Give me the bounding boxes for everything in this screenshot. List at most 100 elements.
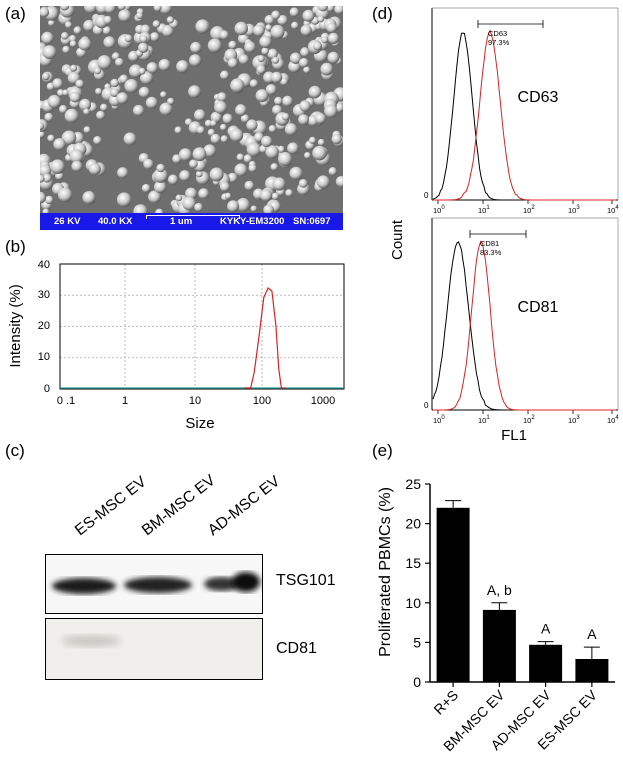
- sem-particle: [133, 204, 148, 213]
- sem-particle: [102, 26, 111, 35]
- sem-particle: [178, 148, 192, 162]
- dls-ytick-40: 40: [38, 259, 50, 271]
- sem-particle: [265, 145, 279, 159]
- sem-particle: [234, 21, 249, 36]
- sem-particle: [139, 35, 148, 43]
- sem-particle: [235, 104, 247, 116]
- sem-particle: [155, 208, 164, 213]
- sem-particle: [327, 32, 340, 44]
- sem-particle: [267, 48, 278, 60]
- flow-xtick-label: 102: [523, 415, 535, 425]
- sem-particle: [100, 103, 108, 112]
- bar-ytick-label: 5: [413, 634, 421, 650]
- sem-particle: [124, 34, 133, 43]
- sem-particle: [70, 64, 78, 72]
- flow-stained-curve: [433, 240, 616, 411]
- sem-particle: [195, 19, 210, 34]
- sem-particle: [112, 52, 120, 61]
- sem-particle: [224, 192, 232, 200]
- sem-particle: [270, 24, 285, 39]
- sem-particle: [161, 24, 174, 37]
- sem-particle: [73, 26, 82, 35]
- sem-particle: [185, 187, 198, 200]
- flow-gate-value: 97.3%: [488, 38, 510, 47]
- sem-particle: [289, 7, 299, 17]
- bar-ytick-label: 20: [405, 516, 421, 532]
- blot-tsg101: [45, 554, 263, 614]
- dls-xtick-1: 1: [122, 395, 128, 407]
- sem-particle: [40, 130, 45, 138]
- sem-particle: [83, 19, 95, 32]
- flow-xtick-label: 103: [568, 205, 580, 215]
- sem-particle: [64, 108, 79, 123]
- sem-particle: [115, 57, 124, 67]
- sem-particle: [282, 95, 293, 107]
- dls-ytick-20: 20: [38, 320, 50, 332]
- sem-particle: [57, 89, 65, 97]
- lane-label-es: ES-MSC EV: [71, 473, 150, 540]
- sem-particle: [97, 55, 112, 70]
- sem-particle: [96, 110, 106, 120]
- sem-particle: [195, 170, 203, 178]
- sem-particle: [243, 154, 253, 163]
- sem-particle: [42, 173, 52, 183]
- sem-magnification: 40.0 KX: [98, 216, 133, 227]
- sem-particle: [129, 64, 143, 78]
- sem-particle: [236, 153, 244, 161]
- sem-particle: [331, 133, 342, 145]
- sem-particle: [110, 88, 119, 97]
- sem-particle: [118, 9, 132, 22]
- sem-particle: [316, 175, 330, 189]
- sem-particle: [78, 37, 92, 51]
- sem-particle: [194, 202, 203, 212]
- sem-particle: [248, 164, 257, 173]
- sem-particle: [79, 98, 92, 111]
- sem-particle: [244, 180, 255, 191]
- marker-label-tsg101: TSG101: [276, 572, 336, 589]
- sem-instrument: KYKY-EM3200: [220, 216, 285, 227]
- sem-particle: [277, 145, 285, 153]
- bar-ytick-label: 0: [413, 674, 421, 690]
- sem-particle: [256, 64, 266, 75]
- sem-particle: [156, 163, 165, 173]
- blot-cd81: [45, 618, 263, 680]
- sem-particle: [259, 145, 267, 153]
- sem-particle: [40, 174, 45, 183]
- flow-gate-label: CD81: [480, 239, 499, 248]
- sem-particle: [119, 74, 129, 84]
- sem-particle: [308, 136, 317, 144]
- sem-particle: [320, 62, 334, 76]
- bar-ylabel: Proliferated PBMCs (%): [377, 487, 394, 657]
- sem-scale-text: 1 um: [170, 216, 193, 227]
- sem-particle: [263, 204, 274, 213]
- sem-particle: [229, 128, 244, 142]
- sem-particle: [207, 38, 222, 53]
- flow-control-curve: [432, 241, 616, 411]
- sem-particle: [182, 196, 197, 211]
- sem-particle: [227, 57, 238, 69]
- sem-particle: [318, 6, 328, 12]
- sem-particle: [335, 176, 343, 188]
- sem-particle: [110, 78, 119, 88]
- sem-particle: [143, 158, 154, 170]
- panel-label-e: (e): [372, 441, 393, 460]
- sem-particle: [60, 6, 70, 11]
- panel-label-c: (c): [5, 441, 25, 460]
- sem-particle: [176, 60, 189, 73]
- sem-particle: [149, 32, 160, 42]
- sem-particle: [116, 92, 129, 105]
- sem-particle: [274, 96, 283, 106]
- sem-particle: [69, 91, 81, 103]
- dls-frame: [59, 263, 345, 390]
- sem-particle: [93, 136, 102, 145]
- sem-particle: [300, 24, 312, 36]
- sem-particle: [227, 200, 240, 213]
- sem-particle: [217, 92, 227, 102]
- sem-particle: [47, 134, 55, 142]
- sem-particle: [219, 123, 227, 131]
- sem-particle: [62, 89, 69, 96]
- bar-annotation: A, b: [487, 582, 512, 598]
- sem-particle: [103, 36, 116, 49]
